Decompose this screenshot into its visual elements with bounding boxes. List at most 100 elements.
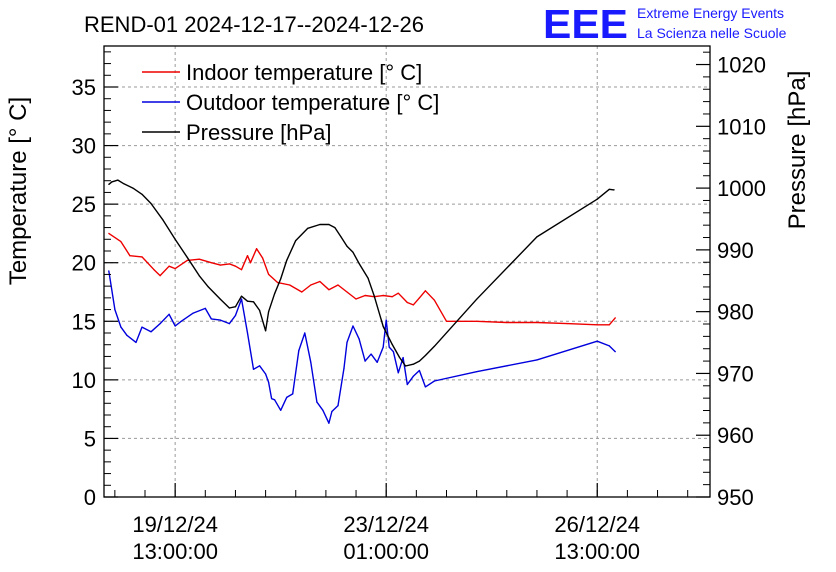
data-point — [126, 334, 128, 336]
data-point — [150, 202, 152, 205]
y-axis-label-left: Temperature [° C] — [5, 97, 32, 285]
data-point — [246, 332, 249, 334]
data-point — [402, 357, 404, 359]
x-tick-label-date: 26/12/24 — [554, 512, 640, 537]
x-tick-label-date: 19/12/24 — [132, 512, 218, 537]
y-tick-label-right: 950 — [717, 485, 754, 510]
data-point — [265, 330, 267, 332]
data-point — [476, 371, 478, 373]
data-point — [141, 326, 143, 328]
data-point — [265, 373, 267, 375]
data-point — [385, 319, 387, 321]
data-point — [608, 188, 610, 190]
data-point — [108, 270, 110, 272]
data-point — [123, 183, 125, 185]
data-point — [259, 365, 261, 367]
data-point — [204, 307, 206, 309]
data-point — [418, 369, 420, 372]
data-point — [382, 294, 384, 297]
data-point — [141, 193, 143, 195]
data-point — [433, 380, 435, 382]
data-point — [252, 301, 255, 303]
y-tick-label-right: 1020 — [717, 53, 766, 78]
data-point — [337, 405, 339, 407]
data-point — [274, 399, 276, 401]
data-point — [252, 368, 255, 370]
data-point — [614, 317, 616, 319]
x-tick-label-time: 13:00:00 — [554, 539, 640, 564]
data-point — [319, 223, 321, 226]
data-point — [418, 360, 420, 362]
data-point — [246, 255, 249, 257]
data-point — [536, 321, 538, 324]
data-point — [114, 309, 116, 311]
data-point — [608, 345, 610, 347]
data-point — [307, 227, 309, 229]
data-point — [219, 298, 221, 300]
data-point — [424, 290, 426, 292]
data-point — [476, 320, 478, 322]
data-point — [355, 298, 357, 300]
data-point — [159, 323, 161, 325]
data-point — [228, 307, 230, 309]
data-point — [358, 262, 360, 265]
data-point — [358, 338, 360, 340]
data-point — [108, 183, 110, 185]
data-point — [376, 361, 378, 363]
data-point — [566, 323, 568, 325]
data-point — [310, 284, 312, 286]
data-point — [132, 187, 134, 189]
data-point — [340, 236, 342, 238]
y-tick-label-right: 980 — [717, 300, 754, 325]
data-point — [424, 386, 426, 388]
y-tick-label-right: 1000 — [717, 176, 766, 201]
data-point — [174, 238, 176, 240]
y-axis-label-right: Pressure [hPa] — [784, 71, 811, 230]
data-point — [397, 292, 399, 294]
y-tick-label-left: 25 — [72, 192, 96, 217]
legend-label-indoor: Indoor temperature [° C] — [186, 60, 422, 85]
data-point — [406, 383, 408, 386]
data-point — [246, 300, 249, 302]
data-point — [198, 275, 200, 277]
data-point — [614, 351, 616, 353]
data-point — [129, 255, 131, 257]
data-point — [397, 372, 399, 374]
data-point — [234, 265, 237, 267]
data-point — [159, 275, 161, 277]
data-point — [292, 393, 294, 395]
data-point — [373, 295, 375, 297]
data-point — [111, 181, 113, 183]
data-point — [174, 268, 176, 270]
data-point — [328, 289, 330, 291]
y-tick-label-left: 5 — [84, 426, 96, 451]
data-point — [268, 273, 270, 275]
data-point — [476, 298, 478, 300]
data-point — [268, 311, 270, 313]
data-point — [240, 295, 243, 297]
data-point — [256, 248, 258, 250]
data-point — [180, 320, 182, 322]
legend-label-pressure: Pressure [hPa] — [186, 120, 332, 145]
x-tick-label-time: 13:00:00 — [132, 539, 218, 564]
logo-line-1: Extreme Energy Events — [637, 5, 784, 21]
data-point — [280, 409, 282, 411]
data-point — [319, 280, 321, 283]
y-tick-label-right: 990 — [717, 238, 754, 263]
data-point — [613, 189, 615, 191]
x-tick-label-time: 01:00:00 — [343, 539, 429, 564]
data-point — [412, 375, 414, 377]
data-point — [404, 365, 407, 367]
y-tick-label-left: 0 — [84, 485, 96, 510]
data-point — [367, 277, 369, 279]
data-point — [117, 179, 119, 181]
data-point — [240, 269, 243, 271]
data-point — [310, 361, 312, 363]
data-point — [262, 257, 264, 259]
data-point — [286, 396, 288, 398]
data-point — [219, 264, 221, 266]
data-point — [274, 293, 276, 295]
data-point — [328, 223, 330, 226]
data-point — [346, 245, 348, 247]
